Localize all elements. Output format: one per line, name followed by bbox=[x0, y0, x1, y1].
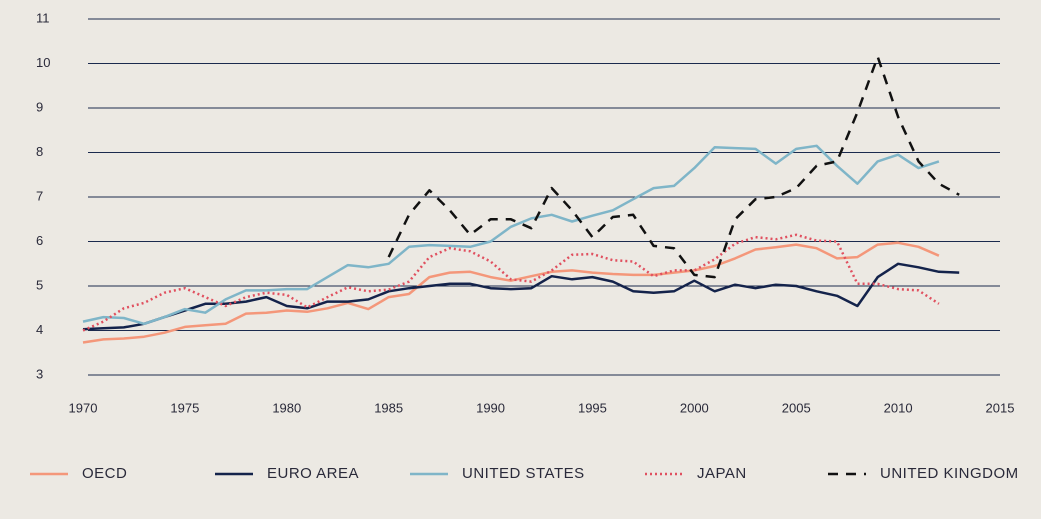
y-tick-label: 6 bbox=[36, 233, 43, 248]
y-tick-label: 4 bbox=[36, 322, 43, 337]
x-tick-label: 1980 bbox=[272, 400, 301, 415]
x-tick-label: 1970 bbox=[69, 400, 98, 415]
y-tick-label: 7 bbox=[36, 188, 43, 203]
series-line bbox=[82, 241, 940, 344]
x-tick-label: 1975 bbox=[170, 400, 199, 415]
legend: OECD EURO AREA UNITED STATES JAPAN UNITED KI… bbox=[30, 465, 1019, 482]
legend-label: EURO AREA bbox=[267, 465, 359, 482]
y-tick-label: 8 bbox=[36, 144, 43, 159]
series-line bbox=[387, 55, 960, 279]
legend-label: UNITED STATES bbox=[462, 465, 585, 482]
y-tick-label: 9 bbox=[36, 99, 43, 114]
y-tick-label: 5 bbox=[36, 277, 43, 292]
y-tick-label: 10 bbox=[36, 55, 50, 70]
x-tick-label: 1995 bbox=[578, 400, 607, 415]
x-tick-label: 2010 bbox=[884, 400, 913, 415]
y-tick-label: 11 bbox=[36, 10, 50, 25]
x-tick-label: 2005 bbox=[782, 400, 811, 415]
series-line bbox=[82, 144, 940, 326]
y-tick-label: 3 bbox=[36, 366, 43, 381]
series-line bbox=[82, 233, 940, 332]
series-line bbox=[82, 262, 960, 331]
legend-label: UNITED KINGDOM bbox=[880, 465, 1019, 482]
x-tick-label: 2000 bbox=[680, 400, 709, 415]
legend-label: OECD bbox=[82, 465, 127, 482]
x-tick-label: 2015 bbox=[986, 400, 1015, 415]
x-tick-label: 1990 bbox=[476, 400, 505, 415]
legend-label: JAPAN bbox=[697, 465, 747, 482]
x-tick-label: 1985 bbox=[374, 400, 403, 415]
